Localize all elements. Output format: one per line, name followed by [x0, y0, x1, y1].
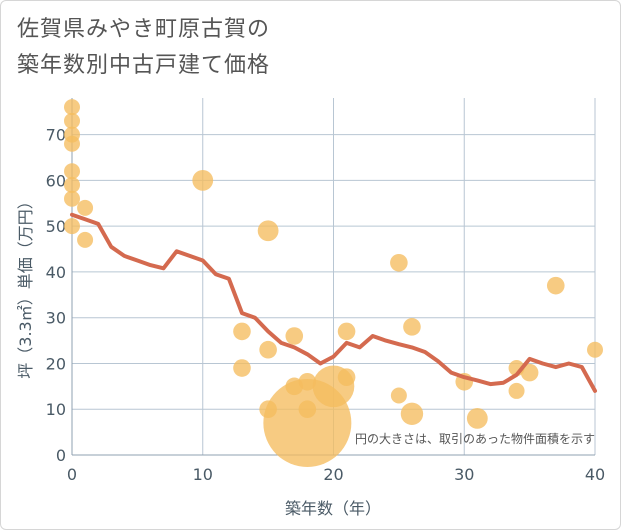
data-point [77, 231, 94, 248]
data-point [233, 322, 251, 341]
data-point [337, 322, 356, 341]
data-point [403, 318, 421, 336]
x-tick-label: 0 [67, 465, 77, 484]
x-axis-title: 築年数（年） [285, 499, 381, 518]
chart-title-line2: 築年数別中古戸建て価格 [17, 53, 271, 78]
x-tick-label: 30 [454, 465, 474, 484]
data-point [64, 99, 80, 116]
data-point [587, 341, 603, 358]
y-tick-label: 70 [46, 126, 66, 145]
data-point [64, 135, 80, 152]
y-tick-label: 0 [56, 446, 66, 465]
data-point [64, 112, 80, 129]
data-point [520, 363, 539, 382]
data-point [390, 253, 408, 272]
x-tick-label: 10 [193, 465, 213, 484]
y-tick-label: 10 [46, 400, 66, 419]
data-point [64, 218, 80, 235]
data-point [64, 163, 80, 180]
data-point [257, 220, 279, 242]
grid [72, 98, 596, 455]
trend-line [70, 212, 597, 393]
y-axis-title: 坪（3.3㎡）単価（万円） [16, 193, 35, 378]
data-points [64, 99, 603, 467]
x-tick-label: 40 [585, 465, 605, 484]
bubble-size-note: 円の大きさは、取引のあった物件面積を示す [355, 431, 595, 446]
chart-title-line1: 佐賀県みやき町原古賀の [17, 17, 271, 42]
data-point [285, 327, 304, 345]
y-tick-label: 50 [46, 217, 66, 236]
data-point [64, 190, 80, 207]
x-tick-label: 20 [323, 465, 343, 484]
data-point [77, 199, 94, 216]
data-point [233, 359, 251, 377]
data-point [192, 169, 214, 191]
data-point [259, 340, 277, 359]
data-point [390, 387, 407, 404]
data-point [337, 368, 356, 386]
trend-line-group [70, 212, 597, 393]
chart-title: 佐賀県みやき町原古賀の 築年数別中古戸建て価格 [17, 12, 270, 84]
data-point [64, 176, 80, 193]
data-point [466, 407, 488, 429]
data-point [546, 276, 565, 295]
y-tick-label: 20 [46, 354, 66, 373]
data-point [400, 402, 424, 426]
axes: 0 10 20 30 40 50 60 70 0 10 20 30 40 [46, 98, 605, 484]
data-point [508, 382, 525, 399]
y-tick-label: 30 [46, 309, 66, 328]
y-tick-label: 40 [46, 263, 66, 282]
y-tick-label: 60 [46, 171, 66, 190]
